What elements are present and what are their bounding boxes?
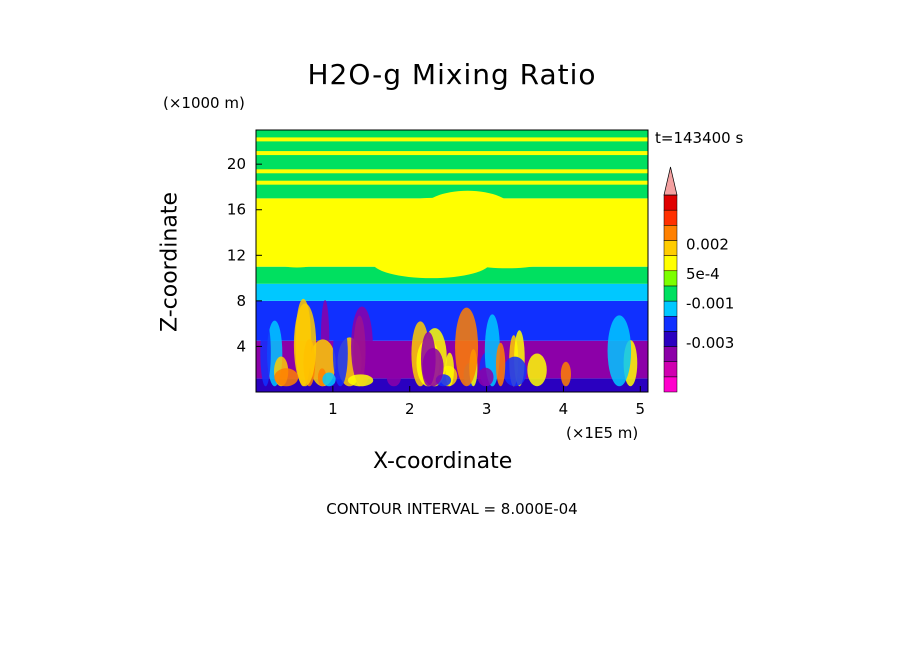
heatmap-plume	[347, 374, 374, 387]
heatmap-cloud	[340, 201, 429, 229]
heatmap-plume	[332, 320, 348, 387]
heatmap-plume	[351, 306, 373, 387]
colorbar-swatch	[663, 209, 678, 226]
colorbar-swatch	[663, 315, 678, 332]
colorbar-label: -0.001	[686, 294, 734, 312]
heatmap-plume	[293, 303, 317, 387]
heatmap-stripe	[256, 151, 648, 156]
contour-interval-note: CONTOUR INTERVAL = 8.000E-04	[326, 500, 578, 518]
x-tick-label: 1	[328, 400, 338, 418]
colorbar-swatch	[663, 300, 678, 317]
colorbar-swatch	[663, 376, 678, 393]
colorbar-swatch	[663, 270, 678, 287]
colorbar-label: -0.003	[686, 334, 734, 352]
heatmap-plume	[420, 331, 436, 387]
heatmap-plume	[477, 367, 494, 387]
colorbar-swatch	[663, 285, 678, 302]
z-axis-unit: (×1000 m)	[163, 94, 245, 112]
y-tick-label: 4	[236, 337, 246, 355]
heatmap-plume	[260, 318, 271, 387]
heatmap-cloud	[589, 223, 633, 251]
y-tick-label: 12	[227, 246, 246, 264]
heatmap-plume	[495, 342, 506, 387]
heatmap-plume	[274, 368, 299, 387]
y-tick-label: 16	[227, 201, 246, 219]
colorbar-arrow	[663, 166, 678, 196]
colorbar-swatch	[663, 240, 678, 256]
heatmap-cloud	[459, 247, 555, 269]
colorbar-label: 0.002	[686, 235, 729, 253]
colorbar-swatch	[663, 194, 678, 211]
colorbar-swatch	[663, 346, 678, 362]
colorbar-swatch	[663, 331, 678, 347]
x-tick-label: 2	[405, 400, 415, 418]
heatmap-plume	[607, 315, 632, 387]
chart-title: H2O-g Mixing Ratio	[307, 58, 597, 91]
heatmap-plume	[386, 368, 401, 387]
colorbar-swatch	[663, 225, 678, 241]
x-tick-label: 5	[636, 400, 646, 418]
x-tick-label: 4	[559, 400, 569, 418]
x-axis-unit: (×1E5 m)	[566, 424, 639, 442]
heatmap-cloud	[422, 190, 513, 230]
y-tick-label: 8	[236, 292, 246, 310]
heatmap-plume	[502, 356, 527, 387]
heatmap-band-3	[256, 283, 648, 301]
x-tick-label: 3	[482, 400, 492, 418]
colorbar-label: 5e-4	[686, 265, 720, 283]
x-axis-label: X-coordinate	[373, 449, 513, 474]
heatmap-plume	[560, 361, 571, 387]
heatmap-plume	[455, 307, 479, 387]
plot-frame	[255, 129, 649, 393]
y-tick-label: 20	[227, 155, 246, 173]
heatmap-stripe	[256, 137, 648, 142]
heatmap-plume	[322, 372, 336, 387]
heatmap-stripe	[256, 169, 648, 174]
colorbar-swatch	[663, 361, 678, 378]
heatmap-plume	[527, 353, 547, 387]
heatmap-stripe	[256, 180, 648, 185]
colorbar-swatch	[663, 255, 678, 272]
timestamp-label: t=143400 s	[655, 129, 744, 147]
